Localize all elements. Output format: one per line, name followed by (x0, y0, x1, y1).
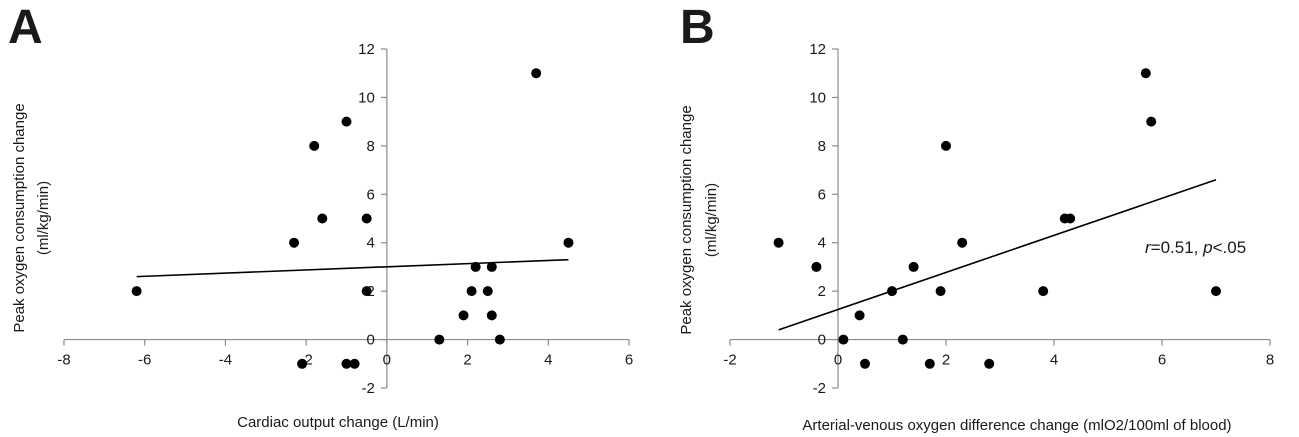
data-point (486, 261, 497, 272)
x-tick-label: -6 (138, 352, 151, 369)
x-tick-label: 0 (383, 352, 391, 369)
data-point (811, 261, 822, 272)
y-axis-title-line1: Peak oxygen consumption change (678, 105, 695, 334)
y-tick-label: 4 (818, 235, 826, 252)
data-point (131, 286, 142, 297)
data-point (361, 213, 372, 224)
data-point (341, 116, 352, 127)
y-tick-label: 2 (818, 283, 826, 300)
data-point (838, 334, 849, 345)
y-tick-label: 10 (358, 89, 375, 106)
x-tick-label: 0 (834, 352, 842, 369)
data-point (984, 358, 995, 369)
correlation-annotation: r=0.51, p<.05 (1145, 238, 1246, 257)
data-point (482, 286, 493, 297)
x-tick-label: 4 (1050, 352, 1058, 369)
x-tick-label: 4 (544, 352, 552, 369)
y-tick-label: -2 (813, 380, 826, 397)
data-point (434, 334, 445, 345)
data-point (470, 261, 481, 272)
data-point (924, 358, 935, 369)
data-point (897, 334, 908, 345)
data-point (941, 140, 951, 151)
y-tick-label: 6 (367, 186, 375, 203)
x-axis-title: Cardiac output change (L/min) (237, 414, 439, 431)
data-point (860, 358, 870, 369)
y-axis-title-line2: (ml/kg/min) (703, 183, 720, 257)
data-point (466, 286, 477, 297)
y-axis-title-line2: (ml/kg/min) (35, 181, 52, 255)
data-point (563, 237, 574, 248)
y-tick-label: 10 (809, 89, 826, 106)
y-axis-title-line1: Peak oxygen consumption change (11, 103, 28, 332)
y-tick-label: 12 (809, 41, 826, 58)
data-point (289, 237, 300, 248)
data-point (908, 261, 919, 272)
data-point (309, 140, 320, 151)
data-point (531, 68, 542, 79)
y-tick-label: 8 (818, 138, 826, 155)
data-point (957, 237, 968, 248)
y-tick-label: 8 (367, 138, 375, 155)
x-tick-label: 6 (625, 352, 633, 369)
data-point (349, 358, 360, 369)
x-tick-label: -2 (723, 352, 736, 369)
trend-line (778, 179, 1217, 331)
y-tick-label: 6 (818, 186, 826, 203)
data-point (1038, 286, 1049, 297)
data-point (773, 237, 784, 248)
y-tick-label: -2 (362, 380, 375, 397)
x-tick-label: -8 (57, 352, 70, 369)
data-point (486, 310, 497, 321)
data-point (458, 310, 469, 321)
trend-line (136, 258, 569, 278)
panel-letter-b: B (680, 1, 715, 54)
data-point (854, 310, 865, 321)
panel-letter-a: A (8, 1, 43, 54)
data-point (1140, 68, 1151, 79)
y-tick-label: 12 (358, 41, 375, 58)
data-point (341, 358, 352, 369)
x-tick-label: 8 (1266, 352, 1274, 369)
data-point (887, 286, 897, 297)
x-tick-label: -4 (219, 352, 232, 369)
data-point (297, 358, 308, 369)
x-axis-title: Arterial-venous oxygen difference change… (802, 417, 1231, 434)
x-tick-label: 2 (942, 352, 950, 369)
data-point (1065, 213, 1076, 224)
data-point (1146, 116, 1157, 127)
data-point (935, 286, 946, 297)
data-point (361, 286, 372, 297)
y-tick-label: 0 (367, 332, 375, 349)
y-tick-label: 4 (367, 235, 375, 252)
y-tick-label: 0 (818, 332, 826, 349)
x-tick-label: 6 (1158, 352, 1166, 369)
data-point (494, 334, 505, 345)
data-point (317, 213, 328, 224)
panel-b: B -2 0 2 4 6 8 -2 0 2 4 6 8 10 12 Arterial-venous oxyg… (650, 0, 1299, 437)
x-tick-label: 2 (463, 352, 471, 369)
scatter-chart-b: -2 0 2 4 6 8 -2 0 2 4 6 8 10 12 Arterial-venous oxygen… (678, 41, 1274, 434)
data-point (1211, 286, 1221, 297)
